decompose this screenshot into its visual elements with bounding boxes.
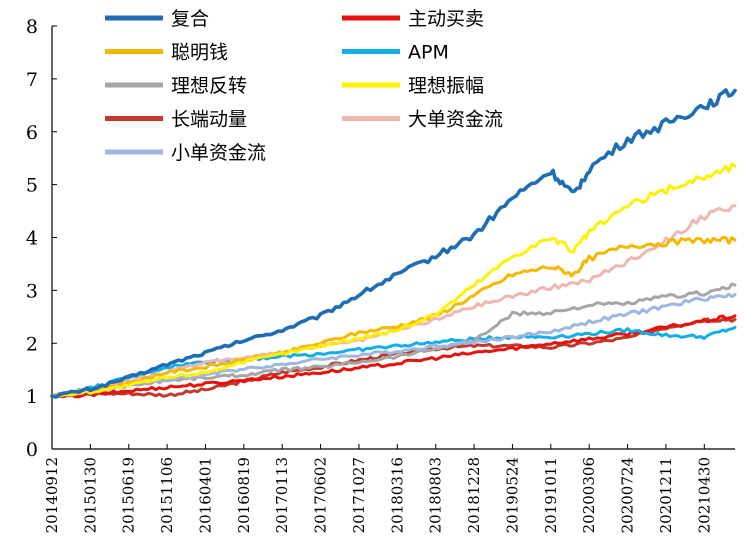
x-tick-label: 20201211 [657,457,675,533]
series-line-5 [50,162,737,399]
series-line-1 [50,314,737,399]
x-tick-label: 20200724 [619,457,637,533]
legend-label-3: APM [408,42,449,64]
legend-label-7: 大单资金流 [408,109,503,131]
legend-label-6: 长端动量 [171,109,247,131]
x-tick-label: 20191011 [542,457,560,533]
series-line-0 [50,88,737,399]
x-tick-label: 20181228 [465,457,483,533]
legend-label-1: 主动买卖 [408,8,484,30]
legend-label-4: 理想反转 [171,75,247,97]
x-tick-label: 20190524 [503,457,521,533]
y-tick-label: 3 [26,280,38,302]
y-tick-label: 6 [26,122,38,144]
x-tick-label: 20150130 [81,457,99,533]
y-tick-label: 0 [26,439,38,461]
y-tick-label: 8 [26,16,38,38]
x-tick-label: 20171027 [350,457,368,533]
y-tick-label: 1 [26,386,38,408]
y-axis-ticks: 0 1 2 3 4 5 6 7 8 [26,16,57,461]
y-tick-label: 4 [26,228,38,250]
series-line-4 [50,282,737,398]
legend-label-0: 复合 [171,8,209,30]
x-tick-label: 20151106 [158,457,176,533]
x-tick-label: 20160819 [235,457,253,533]
x-tick-label: 20210430 [695,457,713,533]
x-tick-label: 20170113 [273,457,291,533]
legend-label-5: 理想振幅 [408,75,484,97]
x-tick-label: 20150619 [120,457,138,533]
x-tick-label: 20160401 [196,457,214,533]
series-line-3 [50,325,737,398]
y-tick-label: 5 [26,175,38,197]
x-tick-label: 20140912 [43,457,61,533]
y-tick-label: 7 [26,69,38,91]
x-axis-ticks: 20140912 20150130 20150619 20151106 20160401… [43,444,713,533]
legend-label-2: 聪明钱 [171,42,228,64]
series-lines [50,88,737,399]
legend-label-8: 小单资金流 [171,142,266,164]
x-tick-label: 20200306 [580,457,598,533]
x-tick-label: 20170602 [312,457,330,533]
x-tick-label: 20180803 [427,457,445,533]
y-tick-label: 2 [26,333,38,355]
x-tick-label: 20180316 [388,457,406,533]
axes [51,26,735,450]
